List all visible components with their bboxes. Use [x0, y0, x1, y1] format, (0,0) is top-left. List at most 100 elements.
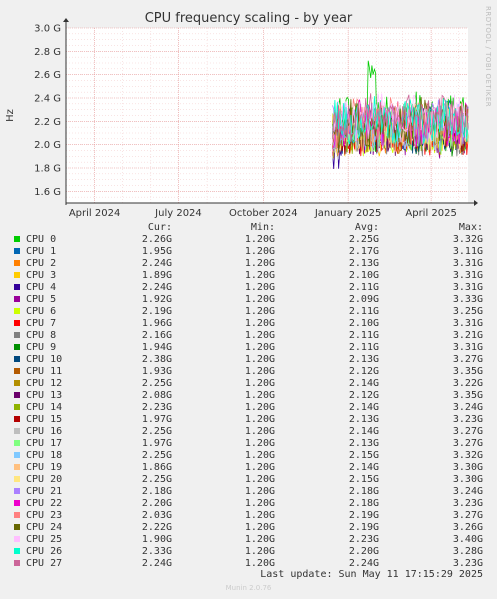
value-max: 3.31G: [452, 342, 483, 353]
legend-label: CPU 11: [26, 366, 63, 377]
y-tick-label: 2.4 G: [34, 94, 61, 105]
legend-swatch: [14, 272, 20, 278]
value-avg: 2.25G: [348, 234, 379, 245]
legend-row: CPU 26 2.33G 1.20G 2.20G 3.28G: [0, 546, 497, 558]
y-tick-label: 1.6 G: [34, 187, 61, 198]
value-avg: 2.20G: [348, 546, 379, 557]
legend-row: CPU 0 2.26G 1.20G 2.25G 3.32G: [0, 234, 497, 246]
legend-swatch: [14, 248, 20, 254]
value-min: 1.20G: [244, 318, 275, 329]
legend-label: CPU 10: [26, 354, 63, 365]
legend-row: CPU 2 2.24G 1.20G 2.13G 3.31G: [0, 258, 497, 270]
value-cur: 2.20G: [141, 498, 172, 509]
legend-swatch: [14, 344, 20, 350]
value-min: 1.20G: [244, 402, 275, 413]
legend-row: CPU 15 1.97G 1.20G 2.13G 3.23G: [0, 414, 497, 426]
series-line: [332, 96, 469, 145]
value-avg: 2.13G: [348, 258, 379, 269]
legend-row: CPU 12 2.25G 1.20G 2.14G 3.22G: [0, 378, 497, 390]
legend-label: CPU 24: [26, 522, 63, 533]
y-tick-label: 2.8 G: [34, 47, 61, 58]
value-cur: 2.23G: [141, 402, 172, 413]
value-min: 1.20G: [244, 486, 275, 497]
legend-label: CPU 0: [26, 234, 57, 245]
value-cur: 1.89G: [141, 270, 172, 281]
value-avg: 2.23G: [348, 534, 379, 545]
y-tick-label: 2.0 G: [34, 140, 61, 151]
legend-row: CPU 25 1.90G 1.20G 2.23G 3.40G: [0, 534, 497, 546]
legend-row: CPU 18 2.25G 1.20G 2.15G 3.32G: [0, 450, 497, 462]
y-axis-arrow: [63, 18, 69, 22]
legend-label: CPU 2: [26, 258, 57, 269]
legend-row: CPU 4 2.24G 1.20G 2.11G 3.31G: [0, 282, 497, 294]
value-avg: 2.11G: [348, 342, 379, 353]
value-max: 3.23G: [452, 414, 483, 425]
legend-swatch: [14, 308, 20, 314]
legend-label: CPU 15: [26, 414, 63, 425]
value-min: 1.20G: [244, 546, 275, 557]
value-max: 3.31G: [452, 282, 483, 293]
legend-swatch: [14, 392, 20, 398]
legend-row: CPU 14 2.23G 1.20G 2.14G 3.24G: [0, 402, 497, 414]
x-tick-label: April 2024: [69, 208, 120, 219]
legend-swatch: [14, 296, 20, 302]
value-min: 1.20G: [244, 414, 275, 425]
value-max: 3.28G: [452, 546, 483, 557]
value-avg: 2.09G: [348, 294, 379, 305]
legend-swatch: [14, 440, 20, 446]
value-min: 1.20G: [244, 234, 275, 245]
value-cur: 1.96G: [141, 318, 172, 329]
legend-label: CPU 23: [26, 510, 63, 521]
value-avg: 2.19G: [348, 522, 379, 533]
value-avg: 2.10G: [348, 270, 379, 281]
value-min: 1.20G: [244, 474, 275, 485]
cpu-frequency-chart: 1.6 G 1.8 G 2.0 G 2.2 G 2.4 G 2.6 G 2.8 G 3.0 G…: [5, 18, 478, 219]
legend-row: CPU 7 1.96G 1.20G 2.10G 3.31G: [0, 318, 497, 330]
value-avg: 2.11G: [348, 330, 379, 341]
legend-swatch: [14, 560, 20, 566]
value-cur: 2.22G: [141, 522, 172, 533]
legend-row: CPU 22 2.20G 1.20G 2.18G 3.23G: [0, 498, 497, 510]
value-min: 1.20G: [244, 534, 275, 545]
y-tick-label: 3.0 G: [34, 24, 61, 35]
x-tick-label: October 2024: [229, 208, 298, 219]
value-max: 3.31G: [452, 318, 483, 329]
value-cur: 2.08G: [141, 390, 172, 401]
value-max: 3.22G: [452, 378, 483, 389]
value-min: 1.20G: [244, 426, 275, 437]
value-min: 1.20G: [244, 438, 275, 449]
y-tick-label: 2.6 G: [34, 70, 61, 81]
legend-row: CPU 9 1.94G 1.20G 2.11G 3.31G: [0, 342, 497, 354]
value-min: 1.20G: [244, 354, 275, 365]
value-min: 1.20G: [244, 510, 275, 521]
y-tick-label: 1.8 G: [34, 164, 61, 175]
value-avg: 2.13G: [348, 354, 379, 365]
value-min: 1.20G: [244, 342, 275, 353]
legend-label: CPU 9: [26, 342, 57, 353]
legend-row: CPU 24 2.22G 1.20G 2.19G 3.26G: [0, 522, 497, 534]
legend-swatch: [14, 548, 20, 554]
value-cur: 2.25G: [141, 378, 172, 389]
value-max: 3.24G: [452, 486, 483, 497]
value-avg: 2.19G: [348, 510, 379, 521]
value-max: 3.27G: [452, 438, 483, 449]
legend-label: CPU 18: [26, 450, 63, 461]
value-min: 1.20G: [244, 498, 275, 509]
x-tick-label: January 2025: [314, 208, 382, 219]
value-avg: 2.12G: [348, 366, 379, 377]
value-min: 1.20G: [244, 522, 275, 533]
value-avg: 2.15G: [348, 450, 379, 461]
y-axis-label: Hz: [5, 109, 16, 122]
value-cur: 2.03G: [141, 510, 172, 521]
legend-label: CPU 19: [26, 462, 63, 473]
header-avg: Avg:: [354, 222, 379, 233]
legend-row: CPU 16 2.25G 1.20G 2.14G 3.27G: [0, 426, 497, 438]
legend-row: CPU 17 1.97G 1.20G 2.13G 3.27G: [0, 438, 497, 450]
value-cur: 1.86G: [141, 462, 172, 473]
value-max: 3.32G: [452, 234, 483, 245]
legend-swatch: [14, 512, 20, 518]
legend-swatch: [14, 356, 20, 362]
value-min: 1.20G: [244, 282, 275, 293]
value-avg: 2.14G: [348, 402, 379, 413]
legend-label: CPU 17: [26, 438, 63, 449]
